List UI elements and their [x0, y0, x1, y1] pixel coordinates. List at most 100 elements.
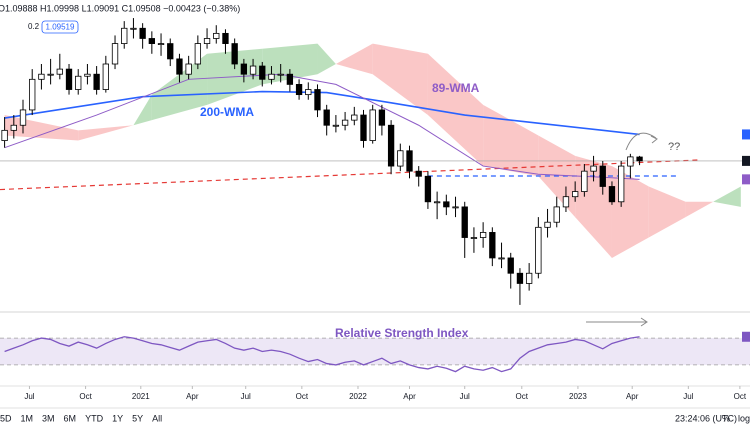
cloud-layer: [4, 43, 741, 258]
price-tag: [742, 174, 750, 185]
candle-body: [56, 68, 63, 75]
indicator-label: 0.2: [28, 22, 40, 31]
x-tick-label: 2021: [132, 392, 150, 401]
candle-body: [213, 32, 220, 39]
cloud-segment: [611, 166, 649, 258]
range-button[interactable]: 5D: [0, 413, 12, 423]
line-annotation: 89-WMA: [432, 81, 480, 95]
candle-body: [148, 38, 156, 44]
candle-body: [627, 156, 634, 167]
candle-body: [507, 257, 514, 274]
price-tag: [742, 331, 750, 342]
candle-body: [489, 232, 496, 259]
cloud-segment: [317, 43, 336, 75]
candle-body: [360, 114, 367, 141]
cloud-segment: [648, 186, 686, 238]
candle-body: [618, 165, 625, 203]
line-annotation: 200-WMA: [200, 105, 254, 119]
x-tick-label: Apr: [186, 392, 199, 401]
cloud-segment: [372, 43, 428, 116]
indicator-pill: [41, 20, 79, 34]
toolbar: 23:24:06 (UTC) % log 5D 1M 3M 6M YTD 1Y 5Y All: [0, 413, 750, 423]
candle-body: [470, 237, 478, 239]
range-button[interactable]: 1M: [21, 413, 34, 423]
x-tick-label: Jul: [241, 392, 251, 401]
candle-body: [1, 129, 8, 141]
ohlc-legend: O1.09888 H1.09998 L1.09091 C1.09508 −0.0…: [0, 3, 240, 13]
candle-body: [130, 27, 137, 30]
price-tag: [742, 129, 750, 140]
candle-body: [65, 68, 73, 90]
x-tick-label: Jul: [460, 392, 470, 401]
candle-body: [424, 175, 432, 203]
rsi-layer: [0, 331, 750, 373]
log-toggle[interactable]: log: [738, 413, 750, 423]
candle-body: [332, 124, 340, 127]
candle-body: [249, 65, 257, 75]
price-tag: [742, 155, 750, 166]
rsi-line: [4, 336, 640, 373]
x-tick-label: 2022: [349, 392, 367, 401]
range-button[interactable]: YTD: [85, 413, 104, 423]
annotation: ??: [668, 141, 680, 153]
candle-body: [479, 232, 487, 238]
axis-layer: Jul Oct 2021 Apr Jul Oct 2022 Apr Jul Oct 2023 Apr J…: [24, 386, 747, 401]
candle-body: [29, 78, 36, 111]
cloud-segment: [335, 43, 373, 75]
clock: 23:24:06 (UTC): [675, 413, 737, 423]
candle-body: [433, 201, 441, 204]
candle-body: [525, 272, 533, 284]
candle-body: [185, 63, 192, 75]
cloud-segment: [133, 94, 152, 126]
percent-toggle[interactable]: %: [722, 413, 730, 423]
candle-body: [406, 150, 413, 172]
candle-body: [397, 150, 404, 167]
candle-body: [38, 73, 45, 80]
x-tick-label: Jul: [24, 392, 34, 401]
rsi-title: Relative Strength Index: [335, 326, 469, 340]
candle-body: [10, 124, 17, 131]
candle-body: [75, 75, 82, 90]
wma-line: [4, 90, 640, 136]
cloud-segment: [483, 104, 539, 177]
range-button[interactable]: All: [152, 413, 162, 423]
range-button[interactable]: 1Y: [112, 413, 123, 423]
candle-body: [167, 43, 174, 60]
candle-body: [387, 124, 395, 167]
candle-body: [240, 63, 248, 75]
candle-body: [295, 84, 303, 96]
arrow-head: [640, 317, 648, 327]
candle-body: [516, 272, 524, 284]
candle-body: [636, 156, 643, 162]
range-button[interactable]: 3M: [42, 413, 55, 423]
candle-body: [314, 89, 321, 111]
candle-body: [590, 165, 597, 172]
x-tick-label: Jul: [683, 392, 693, 401]
candle-body: [203, 38, 211, 44]
candle-body: [544, 221, 551, 228]
arrow: [625, 132, 657, 151]
x-tick-label: Oct: [734, 392, 747, 401]
candle-body: [378, 109, 386, 126]
candle-body: [121, 27, 128, 44]
candle-body: [571, 191, 579, 198]
candle-body: [286, 73, 294, 85]
candle-body: [581, 170, 588, 192]
candle-body: [157, 43, 165, 45]
x-tick-label: Apr: [403, 392, 416, 401]
candle-body: [443, 201, 450, 208]
range-button[interactable]: 6M: [64, 413, 77, 423]
candle-layer: [1, 18, 643, 305]
candle-body: [452, 206, 459, 209]
indicator-value: 1.09519: [46, 23, 75, 32]
cloud-segment: [685, 201, 714, 218]
candle-body: [139, 27, 146, 39]
range-button[interactable]: 5Y: [132, 413, 143, 423]
wma-line: [4, 73, 640, 180]
candle-body: [608, 186, 616, 203]
x-tick-label: Oct: [79, 392, 92, 401]
cloud-segment: [151, 53, 208, 121]
candle-body: [176, 58, 183, 75]
candle-body: [259, 65, 266, 80]
candle-body: [498, 257, 505, 260]
